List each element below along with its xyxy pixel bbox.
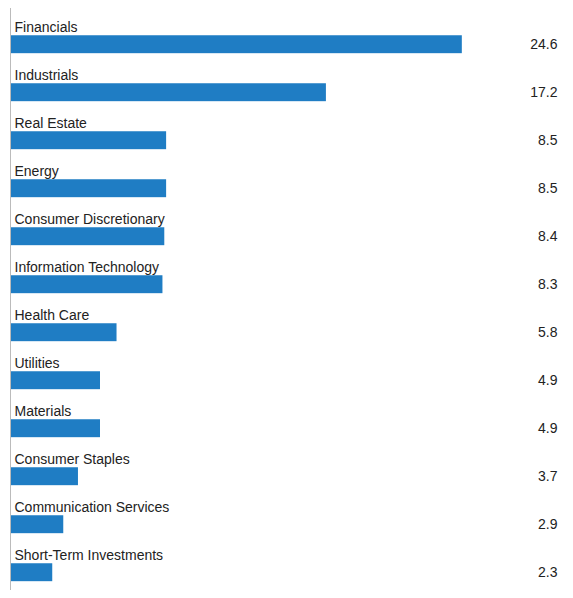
svg-text:8.4: 8.4 — [538, 228, 558, 244]
svg-text:Communication Services: Communication Services — [15, 499, 170, 515]
svg-text:5.8: 5.8 — [538, 324, 558, 340]
svg-text:Energy: Energy — [15, 163, 59, 179]
svg-text:Consumer Staples: Consumer Staples — [15, 451, 130, 467]
svg-text:4.9: 4.9 — [538, 420, 558, 436]
svg-text:2.3: 2.3 — [538, 564, 558, 580]
svg-text:Health Care: Health Care — [15, 307, 90, 323]
svg-text:Short-Term Investments: Short-Term Investments — [15, 547, 164, 563]
svg-text:Consumer Discretionary: Consumer Discretionary — [15, 211, 165, 227]
svg-text:17.2: 17.2 — [530, 84, 557, 100]
svg-text:2.9: 2.9 — [538, 516, 558, 532]
svg-text:8.5: 8.5 — [538, 132, 558, 148]
svg-text:Utilities: Utilities — [15, 355, 60, 371]
svg-text:8.5: 8.5 — [538, 180, 558, 196]
svg-text:Materials: Materials — [15, 403, 72, 419]
svg-text:Information Technology: Information Technology — [15, 259, 160, 275]
svg-text:24.6: 24.6 — [530, 36, 557, 52]
svg-text:Real Estate: Real Estate — [15, 115, 88, 131]
svg-text:3.7: 3.7 — [538, 468, 558, 484]
svg-text:Financials: Financials — [15, 19, 78, 35]
svg-text:8.3: 8.3 — [538, 276, 558, 292]
svg-text:4.9: 4.9 — [538, 372, 558, 388]
svg-text:Industrials: Industrials — [15, 67, 79, 83]
